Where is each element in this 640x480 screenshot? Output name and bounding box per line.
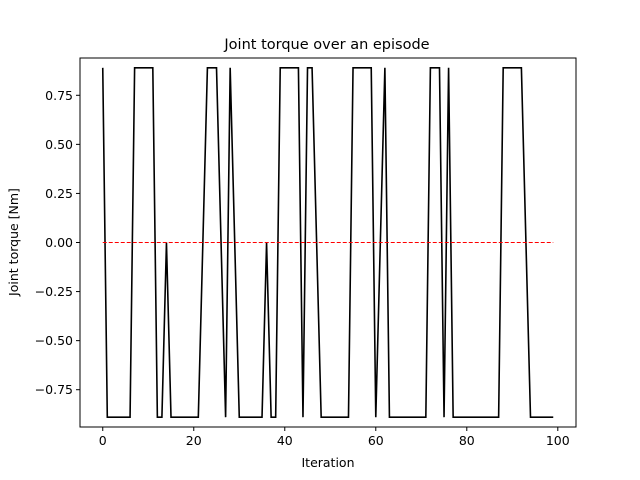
chart-title: Joint torque over an episode	[223, 37, 429, 53]
y-axis-label: Joint torque [Nm]	[6, 188, 21, 297]
x-tick-label: 60	[368, 433, 384, 448]
x-tick-label: 40	[277, 433, 293, 448]
x-axis: 0 20 40 60 80 100	[99, 427, 570, 448]
x-tick-label: 0	[99, 433, 107, 448]
y-tick-label: 0.25	[45, 186, 73, 201]
y-tick-label: −0.25	[35, 284, 73, 299]
x-axis-label: Iteration	[301, 455, 354, 470]
y-axis: −0.75 −0.50 −0.25 0.00 0.25 0.50 0.75	[35, 88, 80, 397]
y-tick-label: −0.50	[35, 333, 73, 348]
torque-series-line	[101, 67, 554, 418]
y-tick-label: 0.75	[45, 88, 73, 103]
y-tick-label: 0.50	[45, 137, 73, 152]
x-tick-label: 20	[186, 433, 202, 448]
y-tick-label: −0.75	[35, 382, 73, 397]
y-tick-label: 0.00	[45, 235, 73, 250]
plot-area	[101, 67, 554, 418]
x-tick-label: 80	[459, 433, 475, 448]
x-tick-label: 100	[546, 433, 570, 448]
